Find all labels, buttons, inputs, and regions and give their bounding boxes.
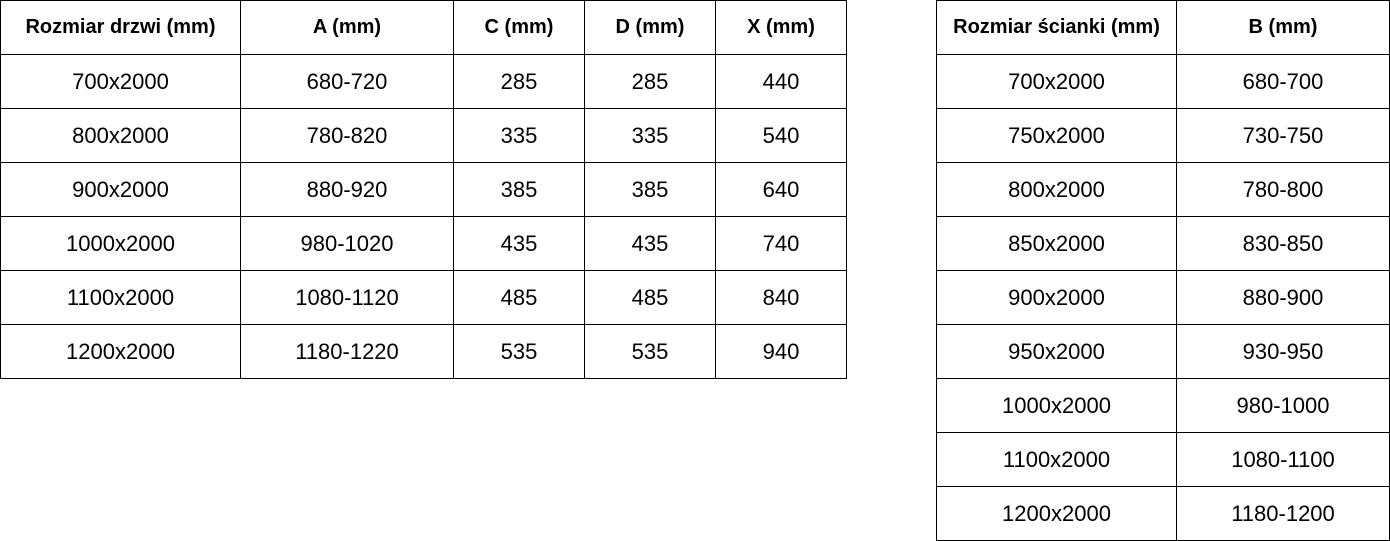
table-cell: 485 <box>584 270 716 325</box>
table-row: 1200x2000 1180-1200 <box>936 486 1390 541</box>
table-row: 750x2000 730-750 <box>936 108 1390 163</box>
column-header: X (mm) <box>715 0 847 55</box>
table-cell: 700x2000 <box>0 54 241 109</box>
table-cell: 535 <box>453 324 585 379</box>
table-cell: 800x2000 <box>936 162 1177 217</box>
door-size-table: Rozmiar drzwi (mm) A (mm) C (mm) D (mm) X (m… <box>0 0 847 379</box>
table-cell: 930-950 <box>1176 324 1390 379</box>
table-cell: 980-1020 <box>240 216 454 271</box>
column-header: B (mm) <box>1176 0 1390 55</box>
table-body: 700x2000 680-700 750x2000 730-750 800x2000 78… <box>936 54 1390 541</box>
table-cell: 485 <box>453 270 585 325</box>
table-cell: 1100x2000 <box>0 270 241 325</box>
table-cell: 740 <box>715 216 847 271</box>
table-cell: 730-750 <box>1176 108 1390 163</box>
column-header: C (mm) <box>453 0 585 55</box>
table-cell: 750x2000 <box>936 108 1177 163</box>
column-header: D (mm) <box>584 0 716 55</box>
table-row: 900x2000 880-900 <box>936 270 1390 325</box>
table-row: 700x2000 680-720 285 285 440 <box>0 54 847 109</box>
table-cell: 940 <box>715 324 847 379</box>
table-cell: 385 <box>584 162 716 217</box>
table-cell: 285 <box>453 54 585 109</box>
table-cell: 285 <box>584 54 716 109</box>
table-cell: 800x2000 <box>0 108 241 163</box>
table-cell: 680-720 <box>240 54 454 109</box>
table-cell: 435 <box>453 216 585 271</box>
table-cell: 540 <box>715 108 847 163</box>
table-cell: 335 <box>584 108 716 163</box>
table-cell: 1080-1100 <box>1176 432 1390 487</box>
table-cell: 850x2000 <box>936 216 1177 271</box>
table-row: 900x2000 880-920 385 385 640 <box>0 162 847 217</box>
table-cell: 680-700 <box>1176 54 1390 109</box>
table-row: 850x2000 830-850 <box>936 216 1390 271</box>
table-cell: 1000x2000 <box>0 216 241 271</box>
table-cell: 640 <box>715 162 847 217</box>
header-row: Rozmiar drzwi (mm) A (mm) C (mm) D (mm) X (m… <box>0 0 847 55</box>
table-cell: 980-1000 <box>1176 378 1390 433</box>
column-header: Rozmiar drzwi (mm) <box>0 0 241 55</box>
table-cell: 440 <box>715 54 847 109</box>
table-row: 950x2000 930-950 <box>936 324 1390 379</box>
column-header: A (mm) <box>240 0 454 55</box>
table-row: 1000x2000 980-1020 435 435 740 <box>0 216 847 271</box>
table-cell: 385 <box>453 162 585 217</box>
column-header: Rozmiar ścianki (mm) <box>936 0 1177 55</box>
table-row: 1000x2000 980-1000 <box>936 378 1390 433</box>
table-row: 700x2000 680-700 <box>936 54 1390 109</box>
table-cell: 830-850 <box>1176 216 1390 271</box>
table-cell: 780-820 <box>240 108 454 163</box>
table-cell: 880-920 <box>240 162 454 217</box>
table-cell: 1000x2000 <box>936 378 1177 433</box>
table-cell: 950x2000 <box>936 324 1177 379</box>
table-cell: 1100x2000 <box>936 432 1177 487</box>
table-cell: 780-800 <box>1176 162 1390 217</box>
wall-size-table: Rozmiar ścianki (mm) B (mm) 700x2000 680-7… <box>936 0 1390 541</box>
table-cell: 700x2000 <box>936 54 1177 109</box>
table-body: 700x2000 680-720 285 285 440 800x2000 780-820 3… <box>0 54 847 379</box>
table-cell: 900x2000 <box>936 270 1177 325</box>
table-cell: 880-900 <box>1176 270 1390 325</box>
table-row: 800x2000 780-820 335 335 540 <box>0 108 847 163</box>
table-cell: 840 <box>715 270 847 325</box>
table-cell: 1180-1200 <box>1176 486 1390 541</box>
table-cell: 1080-1120 <box>240 270 454 325</box>
table-row: 1100x2000 1080-1100 <box>936 432 1390 487</box>
table-cell: 900x2000 <box>0 162 241 217</box>
table-row: 1100x2000 1080-1120 485 485 840 <box>0 270 847 325</box>
header-row: Rozmiar ścianki (mm) B (mm) <box>936 0 1390 55</box>
table-cell: 335 <box>453 108 585 163</box>
table-row: 800x2000 780-800 <box>936 162 1390 217</box>
table-cell: 1180-1220 <box>240 324 454 379</box>
table-cell: 1200x2000 <box>936 486 1177 541</box>
table-row: 1200x2000 1180-1220 535 535 940 <box>0 324 847 379</box>
table-cell: 435 <box>584 216 716 271</box>
table-cell: 1200x2000 <box>0 324 241 379</box>
table-cell: 535 <box>584 324 716 379</box>
